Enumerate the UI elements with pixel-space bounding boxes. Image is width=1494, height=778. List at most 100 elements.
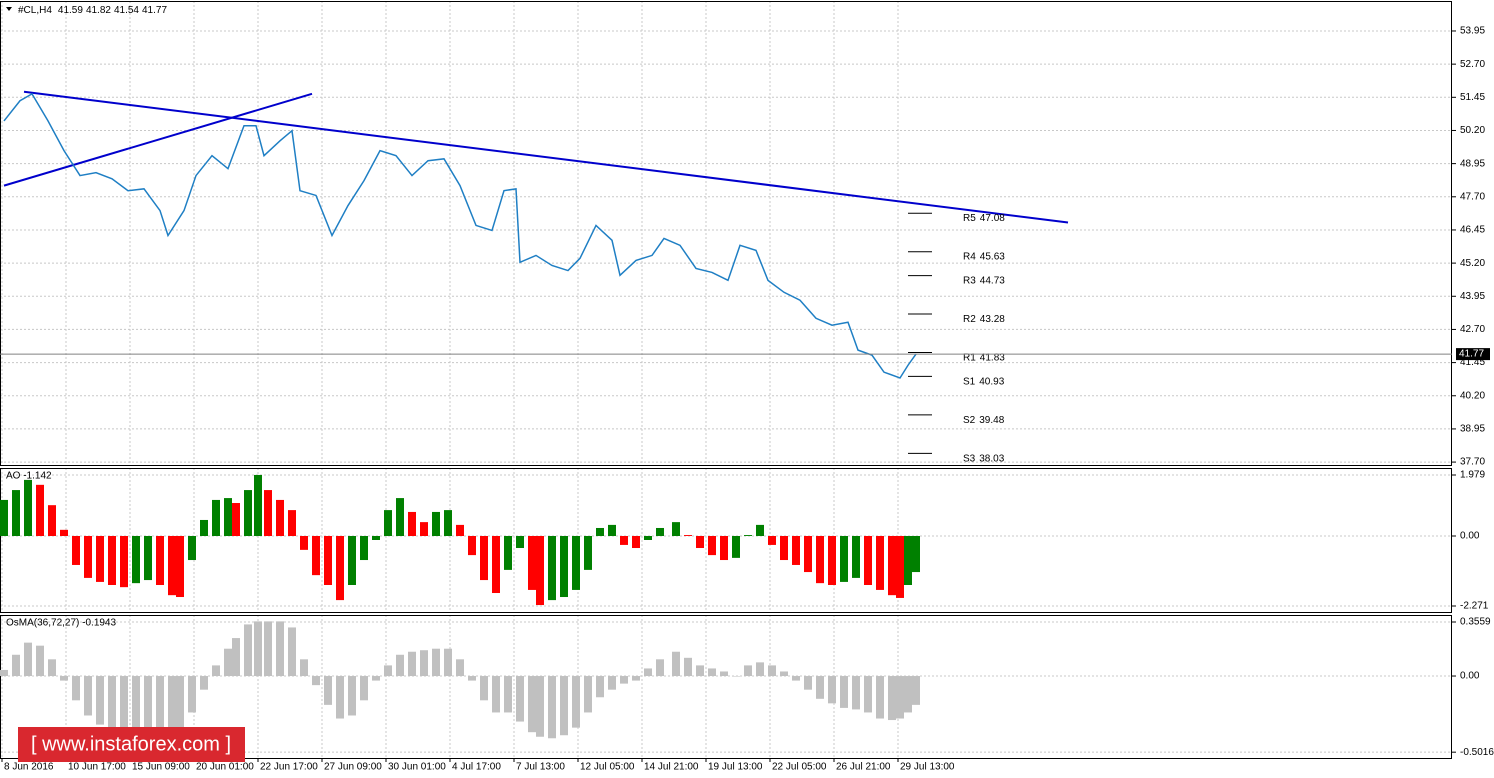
y-tick-label: 38.95 [1460, 424, 1485, 435]
pivot-value: 38.03 [979, 453, 1004, 464]
histogram-bar [84, 535, 92, 578]
histogram-bar [888, 676, 896, 721]
histogram-bar [396, 654, 404, 677]
pivot-value: 47.08 [980, 213, 1005, 224]
y-tick-label: 51.45 [1460, 92, 1485, 103]
histogram-bar [696, 665, 704, 677]
histogram-bar [852, 535, 860, 578]
x-tick-label: 30 Jun 01:00 [388, 762, 446, 773]
histogram-bar [188, 535, 196, 561]
histogram-bar [780, 671, 788, 677]
histogram-bar [36, 645, 44, 677]
histogram-bar [96, 535, 104, 582]
indicator-title: OsMA(36,72,27) -0.1943 [6, 618, 116, 629]
price-line [3, 92, 917, 379]
histogram-bar [188, 676, 196, 713]
histogram-bar [360, 535, 368, 561]
histogram-bar [596, 676, 604, 698]
histogram-bar [560, 535, 568, 598]
pivot-name: R5 [963, 213, 976, 224]
histogram-bar [468, 535, 476, 556]
x-tick-label: 4 Jul 17:00 [452, 762, 501, 773]
histogram-bar [456, 524, 464, 536]
x-tick-label: 29 Jul 13:00 [900, 762, 955, 773]
histogram-bar [200, 676, 208, 690]
y-tick-label: 1.979 [1460, 470, 1485, 481]
histogram-bar [384, 665, 392, 677]
pivot-value: 41.83 [980, 352, 1005, 363]
histogram-bar [224, 498, 232, 536]
histogram-bar [904, 535, 912, 585]
header-arrow [6, 7, 12, 11]
histogram-bar [708, 668, 716, 677]
histogram-bar [312, 535, 320, 576]
histogram-bar [804, 676, 812, 690]
histogram-bar [608, 676, 616, 690]
pivot-name: R4 [963, 251, 976, 262]
histogram-bar [480, 535, 488, 581]
histogram-bar [756, 662, 764, 677]
histogram-bar [536, 676, 544, 737]
pivot-label: S1 40.93 [963, 376, 1005, 387]
pivot-label: R1 41.83 [963, 352, 1005, 363]
histogram-bar [176, 676, 184, 731]
histogram-bar [852, 676, 860, 710]
histogram-bar [492, 535, 500, 594]
histogram-bar [408, 511, 416, 536]
trend-line [3, 92, 313, 187]
histogram-bar [816, 535, 824, 584]
histogram-bar [312, 676, 320, 686]
pivot-label: S2 39.48 [963, 414, 1005, 425]
histogram-bar [24, 479, 32, 536]
histogram-bar [212, 665, 220, 677]
y-tick-label: 0.00 [1460, 531, 1480, 542]
x-tick-label: 26 Jul 21:00 [836, 762, 891, 773]
histogram-bar [348, 676, 356, 716]
histogram-bar [528, 535, 536, 590]
histogram-bar [432, 511, 440, 536]
histogram-bar [144, 676, 152, 736]
ohlc-value: 41.59 [58, 5, 83, 16]
histogram-bar [572, 676, 580, 728]
y-tick-label: 37.70 [1460, 457, 1485, 468]
y-tick-label: 43.95 [1460, 291, 1485, 302]
histogram-bar [456, 659, 464, 677]
histogram-bar [584, 535, 592, 570]
y-tick-label: 45.20 [1460, 258, 1485, 269]
y-tick-label: 47.70 [1460, 191, 1485, 202]
histogram-bar [288, 627, 296, 677]
histogram-bar [864, 535, 872, 585]
histogram-bar [864, 676, 872, 713]
histogram-bar [0, 669, 8, 677]
histogram-bar [72, 535, 80, 565]
y-tick-label: 0.3559 [1460, 617, 1491, 628]
histogram-bar [176, 535, 184, 598]
last-price-label: 41.77 [1459, 349, 1484, 360]
y-tick-label: 50.20 [1460, 125, 1485, 136]
histogram-bar [732, 676, 740, 677]
histogram-bar [804, 535, 812, 573]
histogram-bar [620, 535, 628, 545]
y-tick-label: 48.95 [1460, 158, 1485, 169]
pivot-value: 45.63 [980, 251, 1005, 262]
histogram-bar [608, 524, 616, 536]
histogram-bar [224, 648, 232, 677]
histogram-bar [708, 535, 716, 556]
histogram-bar [0, 499, 8, 536]
histogram-bar [276, 621, 284, 677]
pivot-value: 44.73 [980, 275, 1005, 286]
histogram-bar [792, 676, 800, 681]
histogram-bar [904, 676, 912, 713]
y-tick-label: 46.45 [1460, 225, 1485, 236]
histogram-bar [684, 657, 692, 677]
x-tick-label: 7 Jul 13:00 [516, 762, 565, 773]
x-tick-label: 12 Jul 05:00 [580, 762, 635, 773]
histogram-bar [420, 650, 428, 677]
x-tick-label: 8 Jun 2016 [4, 762, 54, 773]
histogram-bar [324, 676, 332, 705]
histogram-bar [420, 522, 428, 536]
x-tick-label: 14 Jul 21:00 [644, 762, 699, 773]
histogram-bar [36, 484, 44, 536]
histogram-bar [896, 676, 904, 719]
